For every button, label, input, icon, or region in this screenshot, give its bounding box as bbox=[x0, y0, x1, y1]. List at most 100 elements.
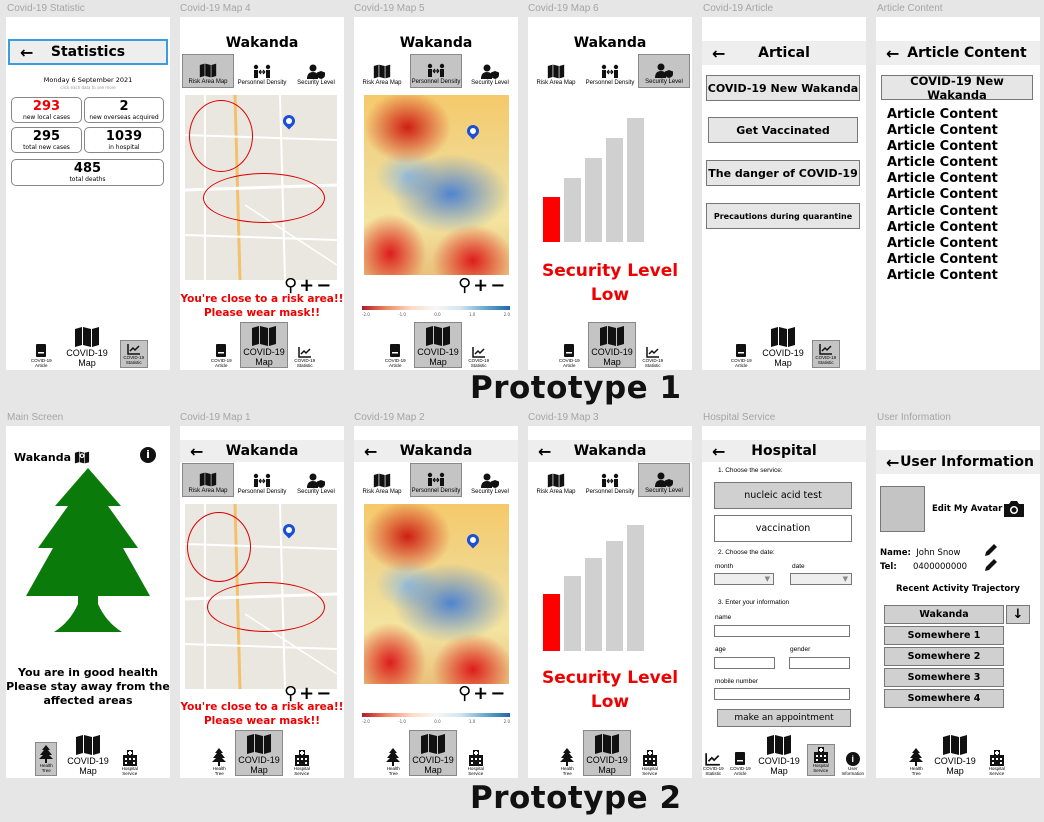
trajectory-item[interactable]: Somewhere 4 bbox=[884, 689, 1004, 708]
stat-total-new[interactable]: 295 total new cases bbox=[11, 127, 82, 153]
nav-hospital[interactable]: Hospital Service bbox=[806, 744, 835, 776]
service-vaccination-button[interactable]: vaccination bbox=[714, 515, 852, 542]
nav-health-tree[interactable]: Health Tree bbox=[908, 748, 924, 776]
back-arrow-icon[interactable]: ← bbox=[190, 441, 204, 461]
article-item[interactable]: The danger of COVID-19 bbox=[706, 160, 860, 186]
nav-map[interactable]: COVID-19 Map bbox=[235, 730, 283, 776]
nav-map[interactable]: COVID-19 Map bbox=[583, 730, 631, 776]
trajectory-item[interactable]: Somewhere 1 bbox=[884, 626, 1004, 645]
location-pin-icon[interactable] bbox=[464, 531, 482, 549]
mobile-input[interactable] bbox=[714, 688, 850, 700]
nav-hospital[interactable]: Hospital Service bbox=[465, 750, 487, 776]
tab-security-level[interactable]: Security Level bbox=[638, 463, 690, 497]
nav-statistic[interactable]: COVID-19 Statistic bbox=[702, 752, 724, 776]
edit-pencil-icon[interactable] bbox=[984, 543, 998, 557]
tab-security-level[interactable]: Security Level bbox=[290, 54, 342, 88]
nav-map[interactable]: COVID-19 Map bbox=[756, 732, 802, 776]
density-heatmap[interactable] bbox=[364, 95, 509, 275]
tab-risk-area-map[interactable]: Risk Area Map bbox=[530, 54, 582, 88]
tab-security-level[interactable]: Security Level bbox=[464, 54, 516, 88]
tab-security-level[interactable]: Security Level bbox=[638, 54, 690, 88]
nav-hospital[interactable]: Hospital Service bbox=[291, 750, 313, 776]
tab-risk-area-map[interactable]: Risk Area Map bbox=[182, 463, 234, 497]
nav-map[interactable]: COVID-19 Map bbox=[760, 324, 806, 368]
nav-health-tree[interactable]: Health Tree bbox=[35, 742, 58, 776]
nav-article[interactable]: COVID-19 Article bbox=[208, 343, 234, 368]
nav-hospital[interactable]: Hospital Service bbox=[639, 750, 661, 776]
tab-personnel-density[interactable]: Personnel Density bbox=[236, 54, 288, 88]
tab-security-level[interactable]: Security Level bbox=[290, 463, 342, 497]
nav-article[interactable]: COVID-19 Article bbox=[556, 343, 582, 368]
tab-personnel-density[interactable]: Personnel Density bbox=[236, 463, 288, 497]
back-arrow-icon[interactable]: ← bbox=[364, 441, 378, 461]
article-item[interactable]: Precautions during quarantine bbox=[706, 203, 860, 229]
back-arrow-icon[interactable]: ← bbox=[886, 43, 900, 63]
nav-article[interactable]: COVID-19 Article bbox=[28, 343, 54, 368]
make-appointment-button[interactable]: make an appointment bbox=[717, 709, 851, 727]
info-icon[interactable]: i bbox=[140, 447, 156, 463]
nav-map[interactable]: COVID-19 Map bbox=[409, 730, 457, 776]
nav-user[interactable]: i User Information bbox=[841, 752, 864, 776]
back-arrow-icon[interactable]: ← bbox=[886, 452, 900, 472]
nav-health-tree[interactable]: Health Tree bbox=[211, 748, 227, 776]
location-pin-icon[interactable] bbox=[464, 122, 482, 140]
month-select[interactable]: ▼ bbox=[714, 573, 774, 585]
camera-icon[interactable] bbox=[1003, 500, 1025, 518]
nav-statistic[interactable]: COVID-19 Statistic bbox=[642, 346, 664, 368]
name-input[interactable] bbox=[714, 625, 850, 637]
tab-personnel-density[interactable]: Personnel Density bbox=[584, 54, 636, 88]
map-controls[interactable]: ⚲+− bbox=[458, 683, 508, 704]
trajectory-item[interactable]: Wakanda bbox=[884, 605, 1004, 624]
date-select[interactable]: ▼ bbox=[790, 573, 852, 585]
service-nucleic-button[interactable]: nucleic acid test bbox=[714, 482, 852, 509]
back-arrow-icon[interactable]: ← bbox=[20, 42, 34, 62]
nav-article[interactable]: COVID-19 Article bbox=[728, 343, 754, 368]
arrow-down-icon[interactable]: ↓ bbox=[1006, 605, 1030, 624]
edit-pencil-icon[interactable] bbox=[984, 558, 998, 572]
nav-article[interactable]: COVID-19 Article bbox=[729, 751, 751, 776]
nav-map[interactable]: COVID-19 Map bbox=[240, 322, 288, 368]
stat-overseas[interactable]: 2 new overseas acquired bbox=[84, 97, 164, 123]
nav-map[interactable]: COVID-19 Map bbox=[588, 322, 636, 368]
article-item[interactable]: Get Vaccinated bbox=[708, 117, 858, 143]
tab-risk-area-map[interactable]: Risk Area Map bbox=[356, 463, 408, 497]
map-controls[interactable]: ⚲+− bbox=[284, 275, 334, 296]
nav-map[interactable]: COVID-19 Map bbox=[64, 324, 110, 368]
tab-personnel-density[interactable]: Personnel Density bbox=[410, 54, 462, 88]
nav-statistic[interactable]: COVID-19 Statistic bbox=[119, 340, 148, 368]
nav-map[interactable]: COVID-19 Map bbox=[414, 322, 462, 368]
trajectory-item[interactable]: Somewhere 3 bbox=[884, 668, 1004, 687]
age-input[interactable] bbox=[714, 657, 775, 669]
trajectory-item[interactable]: Somewhere 2 bbox=[884, 647, 1004, 666]
nav-statistic[interactable]: COVID-19 Statistic bbox=[811, 340, 840, 368]
nav-statistic[interactable]: COVID-19 Statistic bbox=[294, 346, 316, 368]
tab-risk-area-map[interactable]: Risk Area Map bbox=[530, 463, 582, 497]
gender-input[interactable] bbox=[789, 657, 850, 669]
nav-map[interactable]: COVID-19 Map bbox=[932, 732, 978, 776]
back-arrow-icon[interactable]: ← bbox=[712, 441, 726, 461]
tab-risk-area-map[interactable]: Risk Area Map bbox=[182, 54, 234, 88]
stat-local-cases[interactable]: 293 new local cases bbox=[11, 97, 82, 123]
stat-deaths[interactable]: 485 total deaths bbox=[11, 159, 164, 186]
density-heatmap[interactable] bbox=[364, 504, 509, 684]
nav-article[interactable]: COVID-19 Article bbox=[382, 343, 408, 368]
map-controls[interactable]: ⚲+− bbox=[458, 275, 508, 296]
avatar[interactable] bbox=[880, 486, 925, 532]
back-arrow-icon[interactable]: ← bbox=[538, 441, 552, 461]
tab-risk-area-map[interactable]: Risk Area Map bbox=[356, 54, 408, 88]
risk-area-map[interactable] bbox=[185, 504, 337, 689]
nav-map[interactable]: COVID-19 Map bbox=[65, 732, 111, 776]
nav-health-tree[interactable]: Health Tree bbox=[385, 748, 401, 776]
nav-statistic[interactable]: COVID-19 Statistic bbox=[468, 346, 490, 368]
nav-hospital[interactable]: Hospital Service bbox=[986, 750, 1008, 776]
nav-hospital[interactable]: Hospital Service bbox=[119, 750, 141, 776]
article-item[interactable]: COVID-19 New Wakanda bbox=[706, 75, 860, 101]
stat-hospital[interactable]: 1039 in hospital bbox=[84, 127, 164, 153]
back-arrow-icon[interactable]: ← bbox=[712, 43, 726, 63]
tab-security-level[interactable]: Security Level bbox=[464, 463, 516, 497]
tab-personnel-density[interactable]: Personnel Density bbox=[584, 463, 636, 497]
tab-personnel-density[interactable]: Personnel Density bbox=[410, 463, 462, 497]
risk-area-map[interactable] bbox=[185, 95, 337, 280]
map-controls[interactable]: ⚲+− bbox=[284, 683, 334, 704]
nav-health-tree[interactable]: Health Tree bbox=[559, 748, 575, 776]
